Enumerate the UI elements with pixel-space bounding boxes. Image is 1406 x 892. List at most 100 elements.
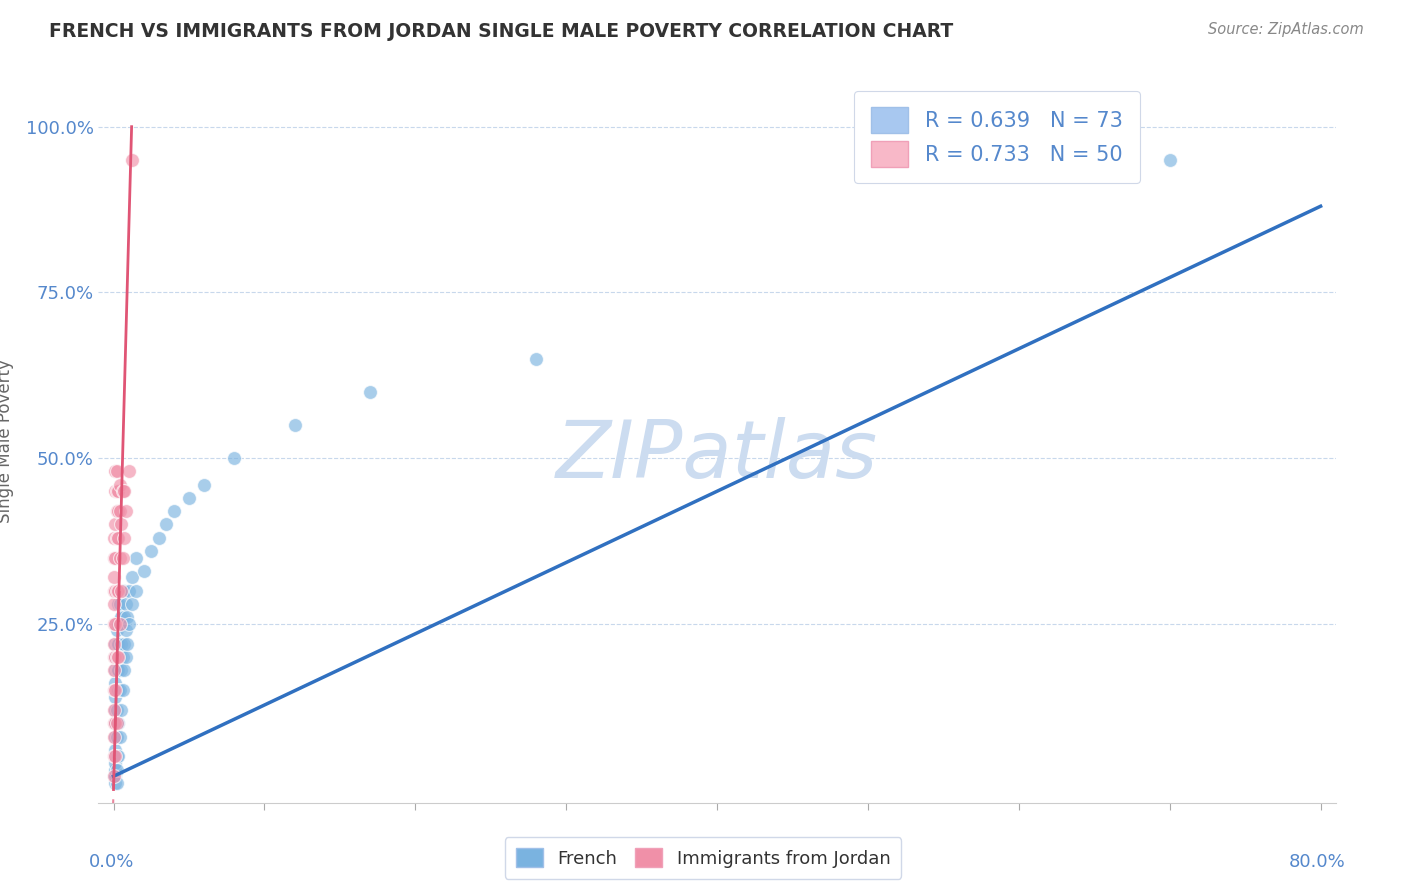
- Text: 80.0%: 80.0%: [1289, 854, 1346, 871]
- Point: [112, 610, 135, 624]
- Point: [104, 663, 127, 677]
- Point: [104, 616, 127, 631]
- Point: [105, 716, 128, 731]
- Point: [104, 716, 127, 731]
- Point: [104, 690, 127, 704]
- Point: [105, 703, 128, 717]
- Point: [284, 417, 307, 432]
- Point: [107, 504, 129, 518]
- Legend: R = 0.639   N = 73, R = 0.733   N = 50: R = 0.639 N = 73, R = 0.733 N = 50: [855, 91, 1140, 183]
- Point: [114, 624, 136, 638]
- Point: [121, 570, 143, 584]
- Point: [103, 637, 125, 651]
- Point: [103, 550, 125, 565]
- Point: [110, 703, 132, 717]
- Point: [117, 464, 139, 478]
- Point: [103, 703, 125, 717]
- Point: [121, 153, 143, 167]
- Y-axis label: Single Male Poverty: Single Male Poverty: [0, 359, 14, 524]
- Point: [104, 769, 127, 783]
- Point: [105, 683, 128, 698]
- Point: [114, 597, 136, 611]
- Point: [105, 749, 128, 764]
- Point: [104, 517, 127, 532]
- Point: [104, 716, 127, 731]
- Point: [108, 650, 131, 665]
- Point: [108, 550, 131, 565]
- Point: [132, 564, 155, 578]
- Point: [107, 637, 129, 651]
- Point: [224, 451, 246, 466]
- Point: [103, 570, 125, 584]
- Point: [103, 730, 125, 744]
- Point: [107, 484, 129, 499]
- Point: [155, 517, 177, 532]
- Point: [104, 749, 127, 764]
- Point: [104, 550, 127, 565]
- Point: [104, 730, 127, 744]
- Point: [105, 504, 128, 518]
- Point: [125, 550, 148, 565]
- Point: [104, 683, 127, 698]
- Point: [103, 597, 125, 611]
- Point: [108, 477, 131, 491]
- Point: [105, 776, 128, 790]
- Point: [125, 583, 148, 598]
- Point: [103, 769, 125, 783]
- Point: [112, 531, 135, 545]
- Point: [111, 650, 134, 665]
- Point: [105, 650, 128, 665]
- Point: [111, 616, 134, 631]
- Point: [105, 464, 128, 478]
- Point: [103, 531, 125, 545]
- Point: [104, 703, 127, 717]
- Point: [105, 624, 128, 638]
- Text: 0.0%: 0.0%: [89, 854, 134, 871]
- Point: [359, 384, 381, 399]
- Point: [148, 531, 170, 545]
- Point: [1159, 153, 1181, 167]
- Point: [110, 583, 132, 598]
- Point: [110, 610, 132, 624]
- Point: [103, 650, 125, 665]
- Point: [108, 616, 131, 631]
- Point: [114, 504, 136, 518]
- Point: [112, 583, 135, 598]
- Point: [104, 763, 127, 777]
- Point: [115, 637, 138, 651]
- Point: [141, 544, 163, 558]
- Point: [111, 683, 134, 698]
- Point: [104, 583, 127, 598]
- Point: [107, 597, 129, 611]
- Point: [105, 716, 128, 731]
- Point: [104, 484, 127, 499]
- Point: [112, 484, 135, 499]
- Point: [117, 583, 139, 598]
- Legend: French, Immigrants from Jordan: French, Immigrants from Jordan: [505, 838, 901, 879]
- Point: [107, 749, 129, 764]
- Point: [103, 716, 125, 731]
- Point: [108, 683, 131, 698]
- Point: [193, 477, 215, 491]
- Point: [112, 663, 135, 677]
- Point: [103, 749, 125, 764]
- Point: [104, 749, 127, 764]
- Point: [103, 663, 125, 677]
- Text: ZIPatlas: ZIPatlas: [555, 417, 879, 495]
- Point: [108, 597, 131, 611]
- Point: [110, 517, 132, 532]
- Point: [121, 597, 143, 611]
- Point: [105, 583, 128, 598]
- Point: [103, 769, 125, 783]
- Point: [110, 663, 132, 677]
- Point: [110, 637, 132, 651]
- Point: [105, 730, 128, 744]
- Point: [114, 650, 136, 665]
- Point: [105, 763, 128, 777]
- Point: [105, 484, 128, 499]
- Point: [107, 531, 129, 545]
- Point: [177, 491, 200, 505]
- Point: [103, 616, 125, 631]
- Point: [104, 743, 127, 757]
- Point: [104, 676, 127, 690]
